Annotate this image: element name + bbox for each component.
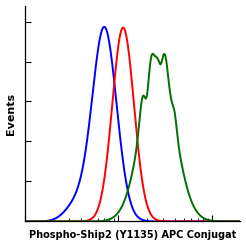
Y-axis label: Events: Events [6,92,15,135]
X-axis label: Phospho-Ship2 (Y1135) APC Conjugat: Phospho-Ship2 (Y1135) APC Conjugat [29,231,236,240]
